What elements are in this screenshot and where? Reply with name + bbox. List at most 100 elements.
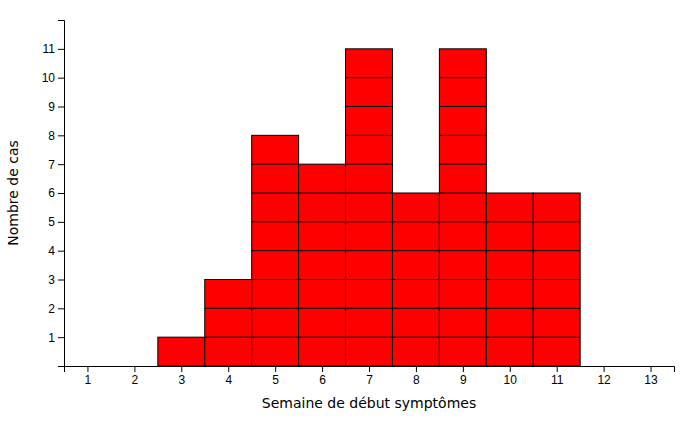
- bar: [392, 193, 439, 366]
- bar-divider: [439, 337, 486, 338]
- bar-divider: [299, 193, 346, 194]
- bar-divider: [346, 221, 393, 222]
- x-tick-label: 10: [504, 373, 518, 387]
- y-tick-label: 11: [43, 42, 56, 56]
- bar-divider: [299, 337, 346, 338]
- x-tick-mark: [322, 366, 323, 372]
- bar-divider: [346, 106, 393, 107]
- x-tick: 2: [132, 366, 139, 387]
- y-tick-mark: [58, 193, 64, 194]
- bar-divider: [299, 221, 346, 222]
- y-tick-label: 3: [48, 273, 55, 287]
- bar-divider: [439, 164, 486, 165]
- bar-divider: [392, 279, 439, 280]
- x-tick-mark: [463, 366, 464, 372]
- bars: [158, 49, 580, 366]
- bar-divider: [252, 193, 299, 194]
- bar: [346, 49, 393, 366]
- y-tick-label: 7: [48, 158, 55, 172]
- y-tick-mark: [58, 78, 64, 79]
- bar-divider: [252, 308, 299, 309]
- x-tick-mark: [181, 366, 182, 372]
- bar-divider: [439, 193, 486, 194]
- bar-divider: [252, 221, 299, 222]
- plot-area: 123456789101112131234567891011: [42, 21, 675, 387]
- x-tick-mark: [510, 366, 511, 372]
- bar: [439, 49, 486, 366]
- bar-divider: [439, 250, 486, 251]
- x-tick: 4: [225, 366, 232, 387]
- x-tick-label: 5: [272, 373, 279, 387]
- y-tick: 7: [48, 158, 64, 172]
- y-tick: 5: [48, 215, 64, 229]
- bar: [533, 193, 580, 366]
- bar: [205, 280, 252, 367]
- y-tick-mark: [58, 135, 64, 136]
- chart-container: 123456789101112131234567891011Semaine de…: [0, 0, 698, 422]
- bar: [158, 337, 205, 366]
- x-tick-mark: [134, 366, 135, 372]
- bar-divider: [392, 308, 439, 309]
- y-tick-mark: [58, 164, 64, 165]
- y-tick-label: 5: [48, 215, 55, 229]
- x-tick-label: 9: [460, 373, 467, 387]
- y-tick-label: 9: [48, 100, 55, 114]
- y-tick: 10: [42, 71, 64, 85]
- x-tick-mark: [557, 366, 558, 372]
- y-axis: 1 2 3 4 5 6 7 8 9 10 11: [42, 21, 65, 367]
- bar: [64, 366, 111, 367]
- x-axis-line: [65, 367, 675, 373]
- x-tick: 8: [413, 366, 420, 387]
- y-tick-mark: [58, 49, 64, 50]
- y-tick: 9: [48, 100, 64, 114]
- y-tick-label: 10: [42, 71, 56, 85]
- bar-divider: [486, 221, 533, 222]
- bar: [486, 193, 533, 366]
- x-axis-title: Semaine de début symptômes: [262, 395, 476, 411]
- y-tick: 4: [48, 244, 64, 258]
- bar-divider: [392, 221, 439, 222]
- y-tick-mark: [58, 251, 64, 252]
- bar-divider: [346, 279, 393, 280]
- x-tick: 9: [460, 366, 467, 387]
- bar-divider: [439, 221, 486, 222]
- x-tick-mark: [651, 366, 652, 372]
- x-tick: 1: [85, 366, 92, 387]
- bar-divider: [205, 337, 252, 338]
- bar-divider: [439, 77, 486, 78]
- x-tick-label: 6: [319, 373, 326, 387]
- bar-divider: [346, 250, 393, 251]
- x-tick: 3: [178, 366, 185, 387]
- y-tick: 11: [43, 42, 64, 56]
- x-tick-mark: [369, 366, 370, 372]
- y-tick-mark: [58, 337, 64, 338]
- x-tick-mark: [416, 366, 417, 372]
- bar-divider: [486, 337, 533, 338]
- x-tick-label: 8: [413, 373, 420, 387]
- bar-divider: [533, 337, 580, 338]
- bar-divider: [392, 337, 439, 338]
- bar-divider: [533, 279, 580, 280]
- y-tick-label: 2: [48, 302, 55, 316]
- y-tick-label: 6: [48, 186, 55, 200]
- bar-divider: [252, 279, 299, 280]
- y-axis-title: Nombre de cas: [5, 140, 21, 246]
- bar: [252, 135, 299, 366]
- y-tick: 8: [48, 129, 64, 143]
- bar-divider: [486, 308, 533, 309]
- x-tick: 6: [319, 366, 326, 387]
- x-tick-label: 4: [225, 373, 232, 387]
- chart-svg: 123456789101112131234567891011Semaine de…: [0, 0, 698, 422]
- bar: [627, 366, 674, 367]
- x-tick-label: 11: [551, 373, 564, 387]
- y-tick: 6: [48, 186, 64, 200]
- y-tick-mark: [58, 280, 64, 281]
- x-tick-label: 12: [597, 373, 611, 387]
- x-tick-label: 1: [85, 373, 92, 387]
- x-tick-label: 2: [132, 373, 139, 387]
- bar-divider: [533, 250, 580, 251]
- bar-divider: [439, 308, 486, 309]
- y-tick: 1: [48, 331, 64, 345]
- bar-divider: [252, 337, 299, 338]
- y-tick-label: 1: [48, 331, 55, 345]
